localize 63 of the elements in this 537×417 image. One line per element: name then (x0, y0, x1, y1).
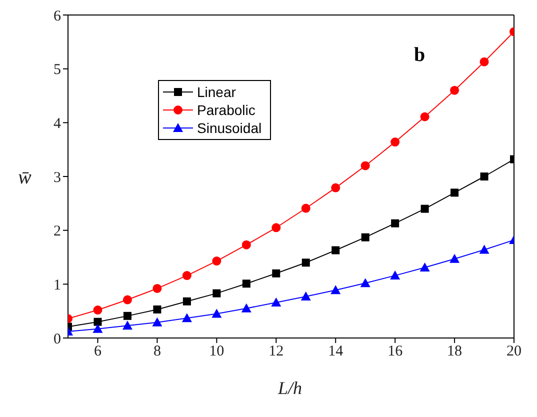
point (242, 240, 251, 250)
y-tick-label: 2 (54, 224, 61, 240)
point (391, 219, 400, 228)
point (331, 183, 340, 192)
annotation: b (414, 44, 426, 67)
point (272, 269, 280, 278)
y-tick-label: 1 (54, 277, 61, 294)
point (271, 297, 282, 306)
legend-label: Parabolic (197, 102, 256, 118)
y-tick-label: 0 (54, 331, 61, 348)
point (241, 303, 252, 312)
x-tick-label: 8 (153, 344, 161, 360)
point (420, 204, 429, 213)
x-tick-label: 12 (268, 344, 284, 360)
point (361, 233, 370, 242)
point (152, 317, 162, 326)
point (390, 138, 400, 147)
point (93, 306, 102, 315)
point (301, 204, 310, 213)
legend-label: Linear (197, 84, 236, 100)
point (182, 313, 192, 322)
point (302, 258, 310, 267)
x-tick-label: 14 (328, 344, 344, 360)
point (182, 271, 192, 280)
legend-label: Sinusoidal (197, 120, 262, 136)
point (480, 172, 488, 180)
point (122, 295, 132, 304)
point (123, 312, 132, 320)
point (450, 188, 459, 197)
point (480, 57, 489, 66)
point (300, 292, 311, 301)
y-tick-label: 5 (54, 62, 61, 78)
point (212, 289, 221, 298)
y-tick-label: 4 (54, 116, 62, 132)
point (479, 244, 490, 254)
point (360, 161, 370, 170)
x-tick-label: 18 (447, 344, 462, 360)
point (450, 86, 460, 95)
y-tick-label: 6 (54, 8, 62, 24)
x-tick-label: 6 (94, 344, 102, 360)
point (242, 280, 250, 288)
point (212, 256, 222, 266)
point (272, 223, 281, 232)
point (420, 112, 430, 122)
point (153, 305, 162, 314)
point (92, 324, 103, 333)
y-tick-label: 3 (54, 170, 61, 186)
point (420, 262, 430, 272)
point (212, 308, 222, 318)
x-tick-label: 20 (506, 344, 522, 360)
point (182, 297, 191, 306)
point (450, 254, 460, 263)
point (330, 285, 341, 294)
point (390, 270, 400, 280)
point (122, 320, 132, 330)
x-tick-label: 16 (388, 344, 404, 360)
point (332, 246, 340, 254)
y-axis-title: w̄ (18, 166, 32, 189)
point (152, 284, 162, 293)
point (360, 278, 370, 288)
x-tick-label: 10 (209, 344, 224, 360)
point (94, 318, 102, 326)
x-axis-title: L/h (278, 378, 302, 399)
